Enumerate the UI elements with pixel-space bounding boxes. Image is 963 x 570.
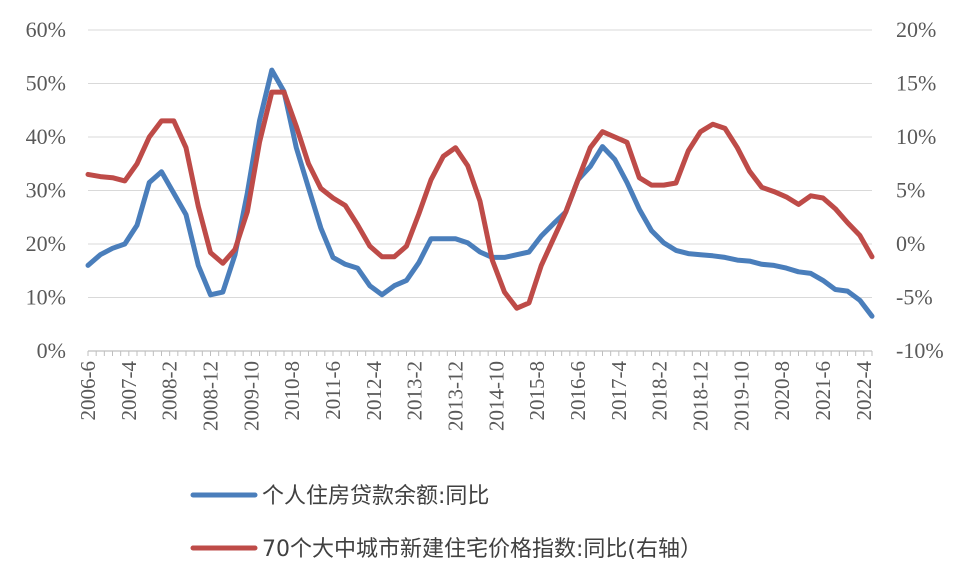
y-left-tick-label: 40% [26, 124, 66, 149]
y-axis-right: -10% -5% 0% 5% 10% 15% 20% [896, 17, 944, 363]
x-tick-label: 2011-6 [321, 361, 345, 420]
y-axis-left: 0% 10% 20% 30% 40% 50% 60% [26, 17, 66, 363]
x-tick-label: 2009-10 [239, 361, 263, 431]
x-tick-label: 2022-4 [852, 361, 876, 421]
x-tick-label: 2013-12 [444, 361, 468, 431]
y-right-tick-label: -10% [896, 338, 944, 363]
y-left-tick-label: 0% [37, 338, 66, 363]
x-tick-label: 2014-10 [484, 361, 508, 431]
grid [88, 29, 872, 298]
x-tick-label: 2018-2 [648, 361, 672, 421]
legend-label: 个人住房贷款余额:同比 [262, 484, 489, 509]
x-tick-label: 2016-6 [566, 361, 590, 421]
x-tick-label: 2019-10 [729, 361, 753, 431]
series-lines [85, 67, 875, 319]
legend-label: 70个大中城市新建住宅价格指数:同比(右轴） [262, 537, 702, 562]
x-tick-label: 2013-2 [403, 361, 427, 421]
x-tick-label: 2018-12 [689, 361, 713, 431]
y-right-tick-label: 0% [896, 231, 925, 256]
y-right-tick-label: 10% [896, 124, 936, 149]
x-tick-label: 2008-12 [199, 361, 223, 431]
x-tick-label: 2008-2 [158, 361, 182, 421]
series-line-2 [85, 89, 875, 311]
y-right-tick-label: 15% [896, 71, 936, 96]
y-left-tick-label: 20% [26, 231, 66, 256]
legend: 个人住房贷款余额:同比 70个大中城市新建住宅价格指数:同比(右轴） [190, 484, 702, 562]
x-tick-label: 2017-4 [607, 361, 631, 421]
y-left-tick-label: 60% [26, 17, 66, 42]
y-left-tick-label: 30% [26, 178, 66, 203]
x-tick-label: 2021-6 [811, 361, 835, 421]
x-tick-label: 2012-4 [362, 361, 386, 421]
x-tick-label: 2015-8 [525, 361, 549, 421]
y-left-tick-label: 50% [26, 71, 66, 96]
y-right-tick-label: -5% [896, 285, 933, 310]
y-left-tick-label: 10% [26, 285, 66, 310]
x-tick-label: 2020-8 [770, 361, 794, 421]
x-axis: 2006-6 2007-4 2008-2 2008-12 2009-10 2010-8 20… [76, 350, 876, 431]
x-tick-label: 2006-6 [76, 361, 100, 421]
y-right-tick-label: 5% [896, 178, 925, 203]
x-tick-label: 2007-4 [117, 361, 141, 421]
y-right-tick-label: 20% [896, 17, 936, 42]
series-line-1 [85, 67, 875, 319]
x-tick-label: 2010-8 [280, 361, 304, 421]
